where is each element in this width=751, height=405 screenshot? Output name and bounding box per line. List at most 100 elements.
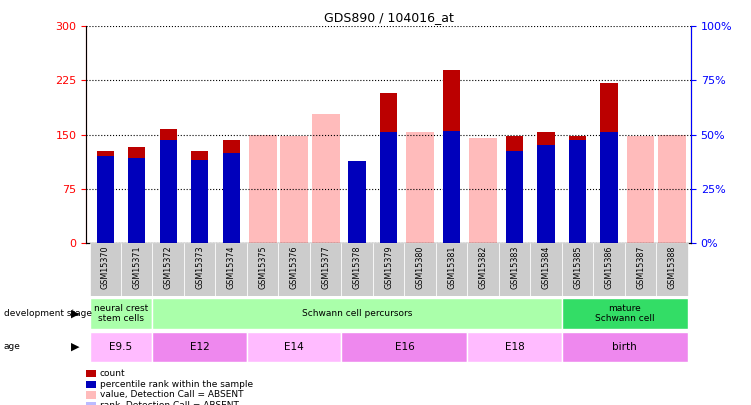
Text: percentile rank within the sample: percentile rank within the sample bbox=[100, 380, 253, 389]
Bar bbox=[97, 156, 114, 243]
Text: GSM15381: GSM15381 bbox=[447, 245, 456, 289]
Text: E12: E12 bbox=[190, 342, 210, 352]
Text: GSM15383: GSM15383 bbox=[510, 245, 519, 289]
Bar bbox=[625, 243, 656, 296]
Bar bbox=[506, 151, 523, 243]
Bar bbox=[380, 94, 397, 243]
Bar bbox=[247, 332, 342, 362]
Bar bbox=[152, 332, 247, 362]
Bar bbox=[626, 136, 654, 243]
Text: GSM15385: GSM15385 bbox=[573, 245, 582, 289]
Text: ▶: ▶ bbox=[71, 309, 80, 318]
Bar bbox=[128, 147, 146, 243]
Bar bbox=[406, 136, 434, 243]
Bar bbox=[89, 298, 152, 329]
Bar bbox=[249, 142, 276, 243]
Text: count: count bbox=[100, 369, 125, 378]
Bar bbox=[499, 243, 530, 296]
Bar bbox=[247, 243, 279, 296]
Bar bbox=[222, 140, 240, 243]
Text: GSM15377: GSM15377 bbox=[321, 245, 330, 289]
Bar bbox=[312, 115, 339, 243]
Bar bbox=[562, 243, 593, 296]
Text: Schwann cell percursors: Schwann cell percursors bbox=[302, 309, 412, 318]
Bar bbox=[436, 243, 467, 296]
Bar bbox=[159, 140, 177, 243]
Bar bbox=[600, 132, 618, 243]
Text: GSM15379: GSM15379 bbox=[385, 245, 393, 289]
Bar bbox=[443, 131, 460, 243]
Text: E9.5: E9.5 bbox=[110, 342, 133, 352]
Bar bbox=[152, 243, 184, 296]
Bar bbox=[569, 136, 587, 243]
Text: GSM15376: GSM15376 bbox=[290, 245, 299, 289]
Title: GDS890 / 104016_at: GDS890 / 104016_at bbox=[324, 11, 454, 24]
Bar bbox=[342, 243, 373, 296]
Bar bbox=[152, 298, 562, 329]
Bar bbox=[406, 132, 434, 243]
Bar bbox=[184, 243, 216, 296]
Bar bbox=[280, 136, 308, 243]
Bar bbox=[348, 161, 366, 243]
Bar bbox=[467, 243, 499, 296]
Bar bbox=[191, 151, 208, 243]
Bar bbox=[373, 243, 404, 296]
Text: GSM15382: GSM15382 bbox=[478, 245, 487, 289]
Text: development stage: development stage bbox=[4, 309, 92, 318]
Bar bbox=[342, 332, 467, 362]
Text: mature
Schwann cell: mature Schwann cell bbox=[595, 304, 655, 323]
Bar bbox=[506, 136, 523, 243]
Bar bbox=[538, 145, 555, 243]
Bar bbox=[312, 136, 339, 243]
Bar bbox=[443, 70, 460, 243]
Text: value, Detection Call = ABSENT: value, Detection Call = ABSENT bbox=[100, 390, 243, 399]
Text: GSM15386: GSM15386 bbox=[605, 245, 614, 289]
Bar bbox=[222, 153, 240, 243]
Bar bbox=[469, 138, 497, 243]
Bar bbox=[658, 134, 686, 243]
Text: GSM15388: GSM15388 bbox=[668, 245, 677, 289]
Text: E14: E14 bbox=[285, 342, 304, 352]
Text: E16: E16 bbox=[394, 342, 415, 352]
Bar bbox=[159, 129, 177, 243]
Text: GSM15371: GSM15371 bbox=[132, 245, 141, 289]
Bar bbox=[348, 164, 366, 243]
Bar bbox=[600, 83, 618, 243]
Bar bbox=[216, 243, 247, 296]
Text: GSM15373: GSM15373 bbox=[195, 245, 204, 289]
Text: rank, Detection Call = ABSENT: rank, Detection Call = ABSENT bbox=[100, 401, 239, 405]
Text: age: age bbox=[4, 342, 20, 351]
Text: GSM15384: GSM15384 bbox=[541, 245, 550, 289]
Bar bbox=[310, 243, 342, 296]
Text: GSM15372: GSM15372 bbox=[164, 245, 173, 289]
Bar bbox=[89, 243, 121, 296]
Bar bbox=[279, 243, 310, 296]
Bar bbox=[593, 243, 625, 296]
Bar bbox=[530, 243, 562, 296]
Bar bbox=[658, 136, 686, 243]
Text: neural crest
stem cells: neural crest stem cells bbox=[94, 304, 148, 323]
Text: GSM15380: GSM15380 bbox=[415, 245, 424, 289]
Text: GSM15374: GSM15374 bbox=[227, 245, 236, 289]
Bar bbox=[467, 332, 562, 362]
Bar bbox=[404, 243, 436, 296]
Text: birth: birth bbox=[612, 342, 637, 352]
Bar bbox=[249, 134, 276, 243]
Bar bbox=[569, 140, 587, 243]
Bar bbox=[469, 151, 497, 243]
Text: GSM15370: GSM15370 bbox=[101, 245, 110, 289]
Text: GSM15375: GSM15375 bbox=[258, 245, 267, 289]
Bar bbox=[538, 132, 555, 243]
Bar bbox=[656, 243, 688, 296]
Text: ▶: ▶ bbox=[71, 342, 80, 352]
Text: GSM15387: GSM15387 bbox=[636, 245, 645, 289]
Bar bbox=[97, 151, 114, 243]
Bar bbox=[121, 243, 152, 296]
Bar bbox=[562, 298, 688, 329]
Text: E18: E18 bbox=[505, 342, 524, 352]
Bar bbox=[128, 158, 146, 243]
Bar bbox=[191, 160, 208, 243]
Bar bbox=[626, 140, 654, 243]
Text: GSM15378: GSM15378 bbox=[353, 245, 362, 289]
Bar bbox=[380, 132, 397, 243]
